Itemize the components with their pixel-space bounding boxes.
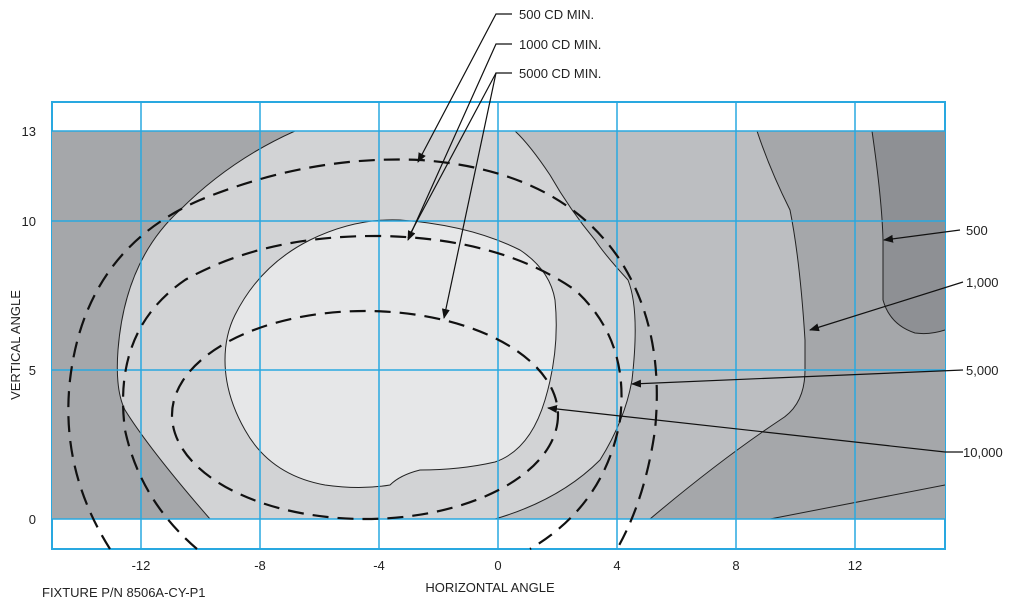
min-label-5000: 5000 CD MIN. bbox=[519, 66, 601, 81]
zone-core bbox=[225, 219, 557, 488]
ellipse-1000-min bbox=[121, 234, 623, 550]
minimum-ellipses bbox=[67, 158, 658, 550]
x-tick: 12 bbox=[848, 558, 862, 573]
min-label-1000: 1000 CD MIN. bbox=[519, 37, 601, 52]
contour-label-1000: 1,000 bbox=[966, 275, 999, 290]
x-axis-label: HORIZONTAL ANGLE bbox=[425, 580, 555, 595]
leader-5000-min-b bbox=[407, 72, 497, 239]
contour-1000-low bbox=[769, 484, 945, 519]
contour-label-500: 500 bbox=[966, 223, 988, 238]
contour-label-5000: 5,000 bbox=[966, 363, 999, 378]
x-ticks: -12 -8 -4 0 4 8 12 bbox=[132, 558, 863, 573]
ellipse-500-min bbox=[67, 158, 658, 550]
zone-500 bbox=[872, 131, 945, 334]
x-tick: -4 bbox=[373, 558, 385, 573]
contour-5000 bbox=[494, 131, 636, 519]
contour-label-10000: 10,000 bbox=[963, 445, 1003, 460]
y-tick: 10 bbox=[22, 214, 36, 229]
leader-500-min bbox=[417, 13, 512, 163]
zone-5000 bbox=[495, 131, 805, 519]
min-label-500: 500 CD MIN. bbox=[519, 7, 594, 22]
leader-5000 bbox=[631, 369, 964, 388]
x-tick: -12 bbox=[132, 558, 151, 573]
y-axis-label: VERTICAL ANGLE bbox=[8, 290, 23, 400]
contour-lines bbox=[116, 131, 945, 519]
leader-1000 bbox=[809, 281, 964, 332]
leader-1000-min bbox=[407, 43, 512, 241]
y-ticks: 0 5 10 13 bbox=[22, 124, 36, 527]
grid bbox=[52, 102, 945, 549]
x-tick: 0 bbox=[494, 558, 501, 573]
zone-1000-right bbox=[650, 131, 945, 519]
x-tick: -8 bbox=[254, 558, 266, 573]
leader-500 bbox=[883, 229, 961, 243]
y-tick: 5 bbox=[29, 363, 36, 378]
minimum-callouts bbox=[407, 13, 512, 319]
y-tick: 13 bbox=[22, 124, 36, 139]
contour-500 bbox=[871, 131, 945, 335]
contour-core bbox=[224, 219, 557, 488]
leader-10000 bbox=[547, 405, 963, 453]
contour-callouts bbox=[547, 229, 964, 453]
fixture-label: FIXTURE P/N 8506A-CY-P1 bbox=[42, 585, 206, 599]
contour-10000 bbox=[116, 131, 296, 519]
x-tick: 8 bbox=[732, 558, 739, 573]
contour-1000 bbox=[649, 131, 806, 519]
y-tick: 0 bbox=[29, 512, 36, 527]
ellipse-5000-min bbox=[170, 309, 560, 521]
x-tick: 4 bbox=[613, 558, 620, 573]
